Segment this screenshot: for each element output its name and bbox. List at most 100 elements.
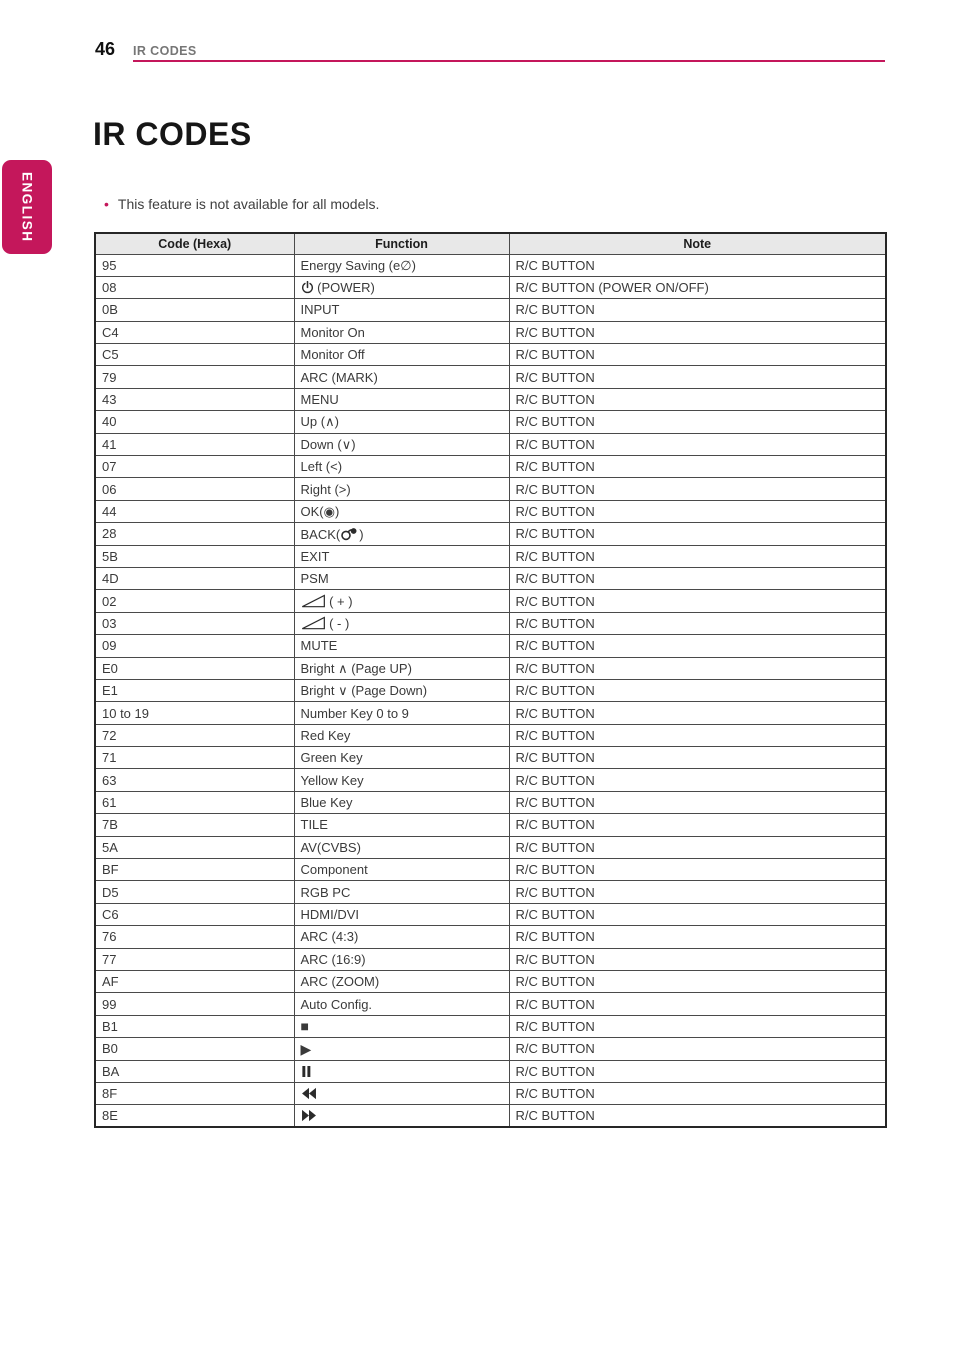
code-cell: C4 <box>94 320 295 345</box>
note-cell: R/C BUTTON <box>508 343 887 367</box>
function-cell: AV(CVBS) <box>293 835 510 860</box>
function-cell: OK(◉) <box>293 499 510 524</box>
note-cell: R/C BUTTON <box>508 455 887 479</box>
note-cell: R/C BUTTON <box>508 813 887 837</box>
header-section-title: IR CODES <box>133 44 197 58</box>
table-row: 41 Down (∨) R/C BUTTON <box>94 432 887 457</box>
table-row: 10 to 19 Number Key 0 to 9 R/C BUTTON <box>94 701 887 725</box>
code-cell: 72 <box>94 723 295 748</box>
table-row: E1 Bright ∨ (Page Down) R/C BUTTON <box>94 678 887 703</box>
up-arrow-icon: ∧ <box>325 414 335 430</box>
column-header-code: Code (Hexa) <box>94 232 295 255</box>
table-row: 61 Blue Key R/C BUTTON <box>94 790 887 815</box>
page-title: IR CODES <box>93 116 252 152</box>
note-cell: R/C BUTTON <box>508 522 887 546</box>
code-cell: 99 <box>94 992 295 1016</box>
function-cell: Auto Config. <box>293 992 510 1016</box>
note-line: • This feature is not available for all m… <box>104 196 379 212</box>
table-row: 07 Left (<) R/C BUTTON <box>94 455 887 479</box>
function-cell: Left (<) <box>293 455 510 479</box>
volume-icon <box>301 616 326 630</box>
table-row: 8E R/C BUTTON <box>94 1104 887 1128</box>
code-cell: 79 <box>94 365 295 389</box>
pause-icon <box>301 1065 312 1078</box>
note-cell: R/C BUTTON <box>508 544 887 568</box>
down-arrow-icon: ∨ <box>341 436 352 452</box>
code-cell: 0B <box>94 298 295 322</box>
function-cell: ■ <box>293 1014 510 1039</box>
volume-icon <box>301 594 326 608</box>
note-text: This feature is not available for all mo… <box>117 196 380 212</box>
function-cell: ( + ) <box>293 589 510 613</box>
code-cell: 28 <box>94 522 295 546</box>
function-cell: EXIT <box>293 544 510 568</box>
function-cell: Bright ∨ (Page Down) <box>293 678 510 703</box>
code-cell: 76 <box>94 925 295 949</box>
code-cell: 77 <box>94 947 295 972</box>
table-header-row: Code (Hexa) Function Note <box>94 232 887 255</box>
note-cell: R/C BUTTON (POWER ON/OFF) <box>508 275 887 300</box>
note-cell: R/C BUTTON <box>508 1081 887 1106</box>
code-cell: 41 <box>94 432 295 457</box>
code-cell: 5B <box>94 544 295 568</box>
table-row: 79 ARC (MARK) R/C BUTTON <box>94 365 887 389</box>
function-cell: Up (∧) <box>293 410 510 434</box>
note-cell: R/C BUTTON <box>508 746 887 770</box>
code-cell: B0 <box>94 1037 295 1061</box>
table-row: 0B INPUT R/C BUTTON <box>94 298 887 322</box>
note-cell: R/C BUTTON <box>508 566 887 591</box>
function-cell: Component <box>293 858 510 882</box>
function-cell: Bright ∧ (Page UP) <box>293 656 510 680</box>
code-cell: 71 <box>94 746 295 770</box>
code-cell: 09 <box>94 634 295 658</box>
table-row: 72 Red Key R/C BUTTON <box>94 723 887 748</box>
function-cell: ( - ) <box>293 611 510 636</box>
table-row: B0 ▶ R/C BUTTON <box>94 1037 887 1061</box>
table-row: 5B EXIT R/C BUTTON <box>94 544 887 568</box>
note-cell: R/C BUTTON <box>508 969 887 994</box>
function-cell: Monitor On <box>293 320 510 345</box>
back-icon <box>340 526 359 541</box>
note-cell: R/C BUTTON <box>508 992 887 1016</box>
function-cell: Blue Key <box>293 790 510 815</box>
table-row: 28 BACK() R/C BUTTON <box>94 522 887 546</box>
function-cell: ARC (4:3) <box>293 925 510 949</box>
code-cell: 03 <box>94 611 295 636</box>
note-cell: R/C BUTTON <box>508 925 887 949</box>
table-row: 03 ( - ) R/C BUTTON <box>94 611 887 636</box>
table-row: B1 ■ R/C BUTTON <box>94 1014 887 1039</box>
code-cell: 61 <box>94 790 295 815</box>
function-cell: (POWER) <box>293 275 510 300</box>
function-cell: RGB PC <box>293 880 510 904</box>
code-cell: 10 to 19 <box>94 701 295 725</box>
function-cell <box>293 1059 510 1083</box>
code-cell: B1 <box>94 1014 295 1039</box>
function-cell: Monitor Off <box>293 343 510 367</box>
note-cell: R/C BUTTON <box>508 701 887 725</box>
note-cell: R/C BUTTON <box>508 387 887 412</box>
note-cell: R/C BUTTON <box>508 678 887 703</box>
note-cell: R/C BUTTON <box>508 1104 887 1128</box>
table-row: 02 ( + ) R/C BUTTON <box>94 589 887 613</box>
table-row: 63 Yellow Key R/C BUTTON <box>94 768 887 792</box>
table-header: Code (Hexa) Function Note <box>94 232 887 255</box>
code-cell: 08 <box>94 275 295 300</box>
play-icon: ▶ <box>300 1040 312 1057</box>
table-row: C6 HDMI/DVI R/C BUTTON <box>94 902 887 927</box>
function-cell: Right (>) <box>293 477 510 501</box>
function-cell: ▶ <box>293 1037 510 1061</box>
ok-icon: ◉ <box>323 503 335 519</box>
note-cell: R/C BUTTON <box>508 253 887 277</box>
table-row: BA R/C BUTTON <box>94 1059 887 1083</box>
function-cell: Number Key 0 to 9 <box>293 701 510 725</box>
function-cell: Down (∨) <box>293 432 510 457</box>
energy-saving-icon: e∅ <box>393 257 412 273</box>
function-cell: Red Key <box>293 723 510 748</box>
column-header-note: Note <box>508 232 887 255</box>
table-row: 43 MENU R/C BUTTON <box>94 387 887 412</box>
language-tab: ENGLISH <box>2 160 52 254</box>
code-cell: 43 <box>94 387 295 412</box>
note-cell: R/C BUTTON <box>508 365 887 389</box>
table-row: AF ARC (ZOOM) R/C BUTTON <box>94 969 887 994</box>
